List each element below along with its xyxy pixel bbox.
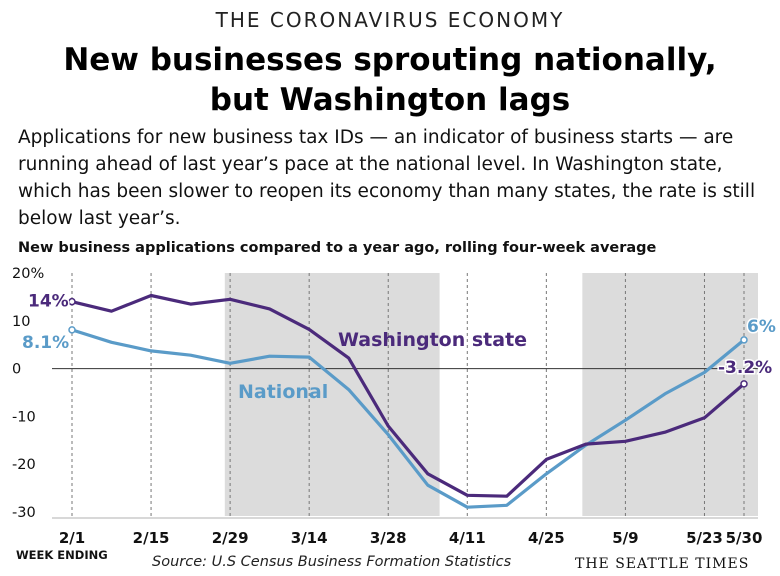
x-tick-label: 2/29 (212, 529, 249, 547)
x-tick-label: 2/15 (133, 529, 170, 547)
headline-line-2: but Washington lags (209, 82, 571, 118)
series-labels: 14% -3.2% Washington state 8.1% 6% National (21, 290, 778, 403)
x-axis: 2/1 2/15 2/29 3/14 3/28 4/11 4/25 5/9 5/23 5/30 (59, 529, 763, 547)
series-end-point (740, 336, 748, 344)
series-start-point (68, 326, 76, 334)
source-note: Source: U.S Census Business Formation St… (152, 554, 512, 570)
grid-lines (71, 273, 745, 518)
y-tick-label: 0 (12, 362, 21, 378)
chart-title: New business applications compared to a … (18, 240, 657, 256)
headline-line-1: New businesses sprouting nationally, (63, 42, 717, 78)
x-tick-label: 5/23 (686, 529, 723, 547)
series-end-point (740, 380, 748, 388)
x-tick-label: 4/11 (449, 529, 486, 547)
series-lines (70, 293, 746, 509)
series-start-label: 14% (28, 292, 69, 312)
x-tick-label: 3/28 (370, 529, 407, 547)
y-tick-label: 20% (12, 266, 44, 282)
shaded-band (582, 273, 758, 516)
x-tick-label: 5/30 (726, 529, 763, 547)
series-name-label: Washington state (338, 329, 527, 351)
y-tick-label: -10 (12, 409, 36, 425)
credit: THE SEATTLE TIMES (575, 556, 750, 572)
y-axis: 20% 10 0 -10 -20 -30 (12, 266, 758, 521)
x-tick-label: 2/1 (59, 529, 85, 547)
shaded-band (224, 273, 440, 516)
series-name-label: National (238, 381, 328, 403)
kicker: THE CORONAVIRUS ECONOMY (215, 8, 565, 32)
series-start-point (68, 297, 76, 306)
x-tick-label: 5/9 (612, 529, 638, 547)
series-end-label: 6% (747, 317, 776, 337)
x-tick-label: 4/25 (528, 529, 565, 547)
y-tick-label: -30 (12, 505, 36, 521)
headline: New businesses sprouting nationally, but… (0, 40, 780, 120)
y-tick-label: -20 (12, 457, 36, 473)
series-start-label: 8.1% (22, 333, 69, 353)
x-tick-label: 3/14 (291, 529, 328, 547)
series-line (70, 293, 746, 498)
shaded-bands (224, 273, 758, 516)
dek: Applications for new business tax IDs — … (18, 127, 756, 229)
x-axis-title: WEEK ENDING (16, 548, 108, 562)
series-line (70, 328, 746, 509)
y-tick-label: 10 (12, 314, 30, 330)
series-end-label: -3.2% (718, 358, 772, 378)
